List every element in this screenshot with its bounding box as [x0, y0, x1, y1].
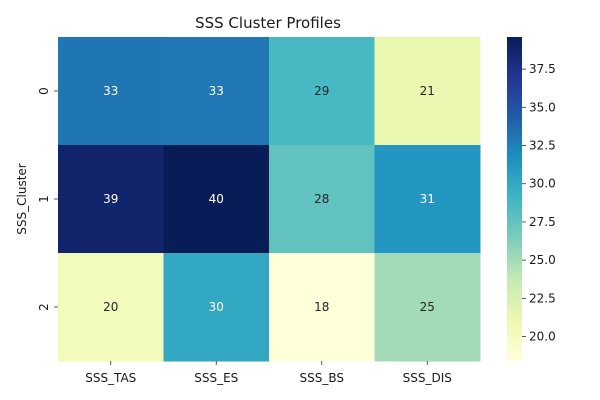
x-tick-label: SSS_TAS: [85, 371, 136, 385]
y-axis-label: SSS_Cluster: [15, 163, 29, 235]
colorbar-ticks: 20.0 22.5 25.0 27.5 30.0 32.5 35.0 37.5: [522, 62, 556, 344]
cell-value-label: 25: [420, 300, 435, 314]
y-axis-ticks: 0 1 2: [37, 87, 58, 311]
y-tick-label: 2: [37, 303, 51, 311]
y-tick-label: 1: [37, 195, 51, 203]
cell-value-label: 40: [209, 192, 224, 206]
heatmap-cell: [374, 145, 481, 254]
cell-value-label: 29: [314, 84, 329, 98]
colorbar: [507, 37, 522, 361]
heatmap-cell: [269, 145, 375, 254]
colorbar-tick-label: 30.0: [529, 177, 556, 191]
colorbar-tick-label: 37.5: [529, 62, 556, 76]
heatmap-cell: [269, 253, 375, 362]
colorbar-tick-label: 25.0: [529, 253, 556, 267]
heatmap-cell: [269, 37, 375, 146]
cell-value-label: 33: [103, 84, 118, 98]
colorbar-tick-label: 27.5: [529, 215, 556, 229]
colorbar-tick-label: 35.0: [529, 100, 556, 114]
heatmap-annotations: 33 33 29 21 39 40 28 31 20 30 18 25: [103, 84, 435, 314]
heatmap-cell: [58, 253, 164, 362]
cell-value-label: 30: [209, 300, 224, 314]
heatmap-cells: [58, 37, 481, 362]
x-tick-label: SSS_ES: [194, 371, 238, 385]
heatmap-cell: [58, 37, 164, 146]
colorbar-tick-label: 32.5: [529, 139, 556, 153]
heatmap-cell: [163, 37, 270, 146]
cell-value-label: 18: [314, 300, 329, 314]
x-tick-label: SSS_BS: [300, 371, 345, 385]
heatmap-cell: [374, 253, 481, 362]
cell-value-label: 39: [103, 192, 118, 206]
cell-value-label: 28: [314, 192, 329, 206]
x-axis-ticks: SSS_TAS SSS_ES SSS_BS SSS_DIS: [85, 361, 452, 385]
chart-title: SSS Cluster Profiles: [195, 14, 341, 32]
cell-value-label: 20: [103, 300, 118, 314]
heatmap-cell: [374, 37, 481, 146]
x-tick-label: SSS_DIS: [403, 371, 452, 385]
cell-value-label: 33: [209, 84, 224, 98]
colorbar-tick-label: 20.0: [529, 330, 556, 344]
heatmap-cell: [163, 145, 270, 254]
cell-value-label: 21: [420, 84, 435, 98]
colorbar-tick-label: 22.5: [529, 291, 556, 305]
heatmap-cell: [163, 253, 270, 362]
y-tick-label: 0: [37, 87, 51, 95]
heatmap-cell: [58, 145, 164, 254]
cell-value-label: 31: [420, 192, 435, 206]
